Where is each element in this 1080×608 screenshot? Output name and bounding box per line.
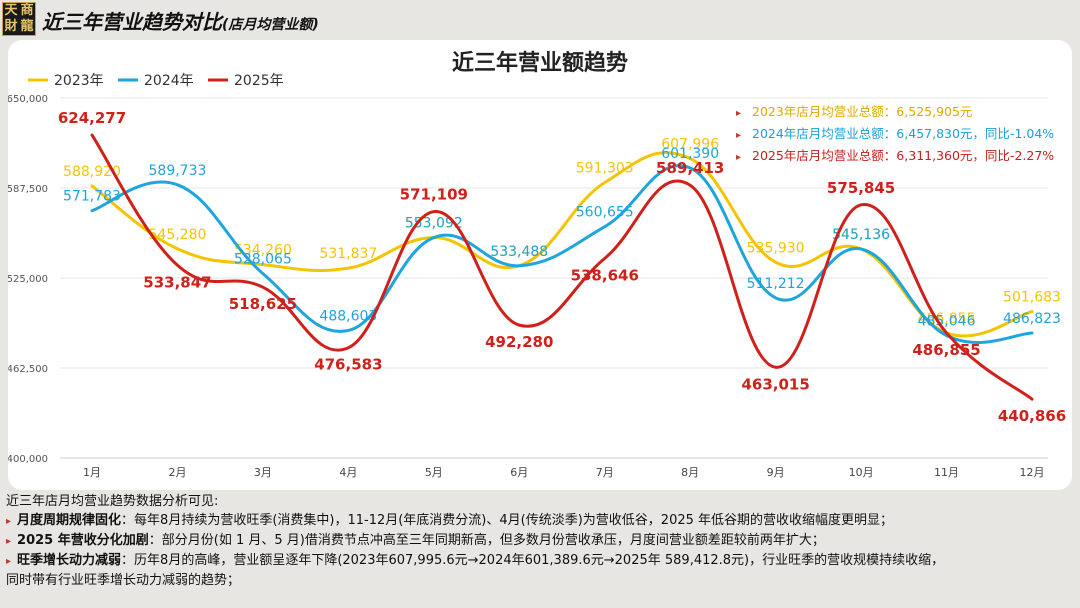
x-tick-label: 9月 [767,466,785,479]
data-label: 485,046 [918,314,976,330]
series-line [90,164,1034,344]
bullet-icon: ▸ [736,108,741,119]
data-label: 560,655 [576,205,634,221]
analysis-point-head: 月度周期规律固化 [17,513,122,528]
data-label: 534,260 [234,243,292,259]
data-label: 535,930 [747,240,805,256]
x-tick-label: 10月 [849,466,874,479]
analysis-point-body: ：每年8月持续为营收旺季(消费集中)，11-12月(年底消费分流)、4月(传统淡… [121,513,894,528]
chart-card: 近三年营业额趋势 400,000 462,500 525,000 587,500 650,… [8,40,1072,490]
x-tick-label: 5月 [425,466,443,479]
data-label: 492,280 [485,333,553,351]
data-label: 533,847 [143,273,211,291]
series-line [90,133,1034,401]
analysis-point-body: ：部分月份(如 1 月、5 月)借消费节点冲高至三年同期新高，但多数月份营收承压… [148,533,825,548]
data-label: 575,845 [827,179,895,197]
analysis-intro: 近三年店月均营业趋势数据分析可见: [6,494,219,509]
data-label: 588,920 [63,164,121,180]
data-label: 571,783 [63,189,121,205]
logo-char: 天 [4,3,18,18]
x-tick-label: 1月 [83,466,101,479]
y-tick-label: 400,000 [8,454,48,465]
data-label: 545,280 [149,227,207,243]
data-label: 476,583 [314,356,382,374]
chart-title: 近三年营业额趋势 [452,50,628,76]
legend-label: 2024年 [144,73,194,89]
page-title: 近三年营业趋势对比(店月均营业额) [42,6,319,35]
analysis-point: ▸ 旺季增长动力减弱：历年8月的高峰，营业额呈逐年下降(2023年607,995.… [6,551,1076,571]
analysis-section: 近三年店月均营业趋势数据分析可见: ▸ 月度周期规律固化：每年8月持续为营收旺季(… [6,492,1076,590]
data-label: 538,646 [571,266,639,284]
x-tick-label: 3月 [254,466,272,479]
data-label: 531,837 [319,246,377,262]
page-subtitle: (店月均营业额) [222,17,319,33]
data-label: 511,212 [747,276,805,292]
bullet-icon: ▸ [736,152,741,163]
data-label: 607,996 [661,136,719,152]
data-label: 501,683 [1003,290,1061,306]
data-label: 589,733 [149,163,207,179]
data-label: 486,855 [918,311,976,327]
data-label: 601,390 [661,146,719,162]
x-tick-label: 8月 [681,466,699,479]
analysis-continuation: 同时带有行业旺季增长动力减弱的趋势； [6,573,241,588]
x-tick-label: 2月 [168,466,186,479]
data-label: 486,855 [912,341,980,359]
summary-note: 2023年店月均营业总额：6,525,905元 [752,104,972,119]
data-label: 518,625 [229,295,297,313]
logo-char: 商 [20,3,34,18]
analysis-point: ▸ 月度周期规律固化：每年8月持续为营收旺季(消费集中)，11-12月(年底消费分… [6,511,1076,531]
data-label: 463,015 [741,375,809,393]
data-label: 533,488 [490,244,548,260]
logo-char: 財 [4,19,18,34]
y-tick-label: 525,000 [8,274,48,285]
analysis-point-head: 2025 年营收分化加剧 [17,533,149,548]
analysis-point-body: ：历年8月的高峰，营业额呈逐年下降(2023年607,995.6元→2024年6… [121,553,945,568]
bullet-icon: ▸ [6,556,12,567]
x-tick-label: 7月 [596,466,614,479]
y-tick-label: 650,000 [8,94,48,105]
y-tick-label: 587,500 [8,184,48,195]
brand-logo: 天 商 財 龍 [2,2,36,36]
data-label: 545,136 [832,227,890,243]
data-label: 545,136 [832,227,890,243]
data-label: 571,109 [400,186,468,204]
page-title-text: 近三年营业趋势对比 [42,10,222,34]
analysis-point: ▸ 2025 年营收分化加剧：部分月份(如 1 月、5 月)借消费节点冲高至三年同… [6,531,1076,551]
bullet-icon: ▸ [6,536,12,547]
data-label: 533,488 [490,244,548,260]
line-chart: 近三年营业额趋势 400,000 462,500 525,000 587,500 650,… [8,50,1066,479]
y-tick-label: 462,500 [8,364,48,375]
x-tick-label: 6月 [510,466,528,479]
data-label: 624,277 [58,109,126,127]
data-label: 488,603 [319,308,377,324]
bullet-icon: ▸ [6,516,12,527]
summary-note: 2024年店月均营业总额：6,457,830元，同比-1.04% [752,126,1054,141]
data-label: 486,823 [1003,311,1061,327]
x-tick-label: 11月 [934,466,959,479]
summary-note: 2025年店月均营业总额：6,311,360元，同比-2.27% [752,148,1054,163]
analysis-point-head: 旺季增长动力减弱 [17,553,122,568]
legend-label: 2025年 [234,73,284,89]
legend-label: 2023年 [54,73,104,89]
x-tick-label: 12月 [1020,466,1045,479]
x-tick-label: 4月 [339,466,357,479]
data-label: 440,866 [998,407,1066,425]
data-label: 591,303 [576,161,634,177]
data-label: 589,413 [656,159,724,177]
logo-char: 龍 [20,19,34,34]
bullet-icon: ▸ [736,130,741,141]
data-label: 528,065 [234,252,292,268]
